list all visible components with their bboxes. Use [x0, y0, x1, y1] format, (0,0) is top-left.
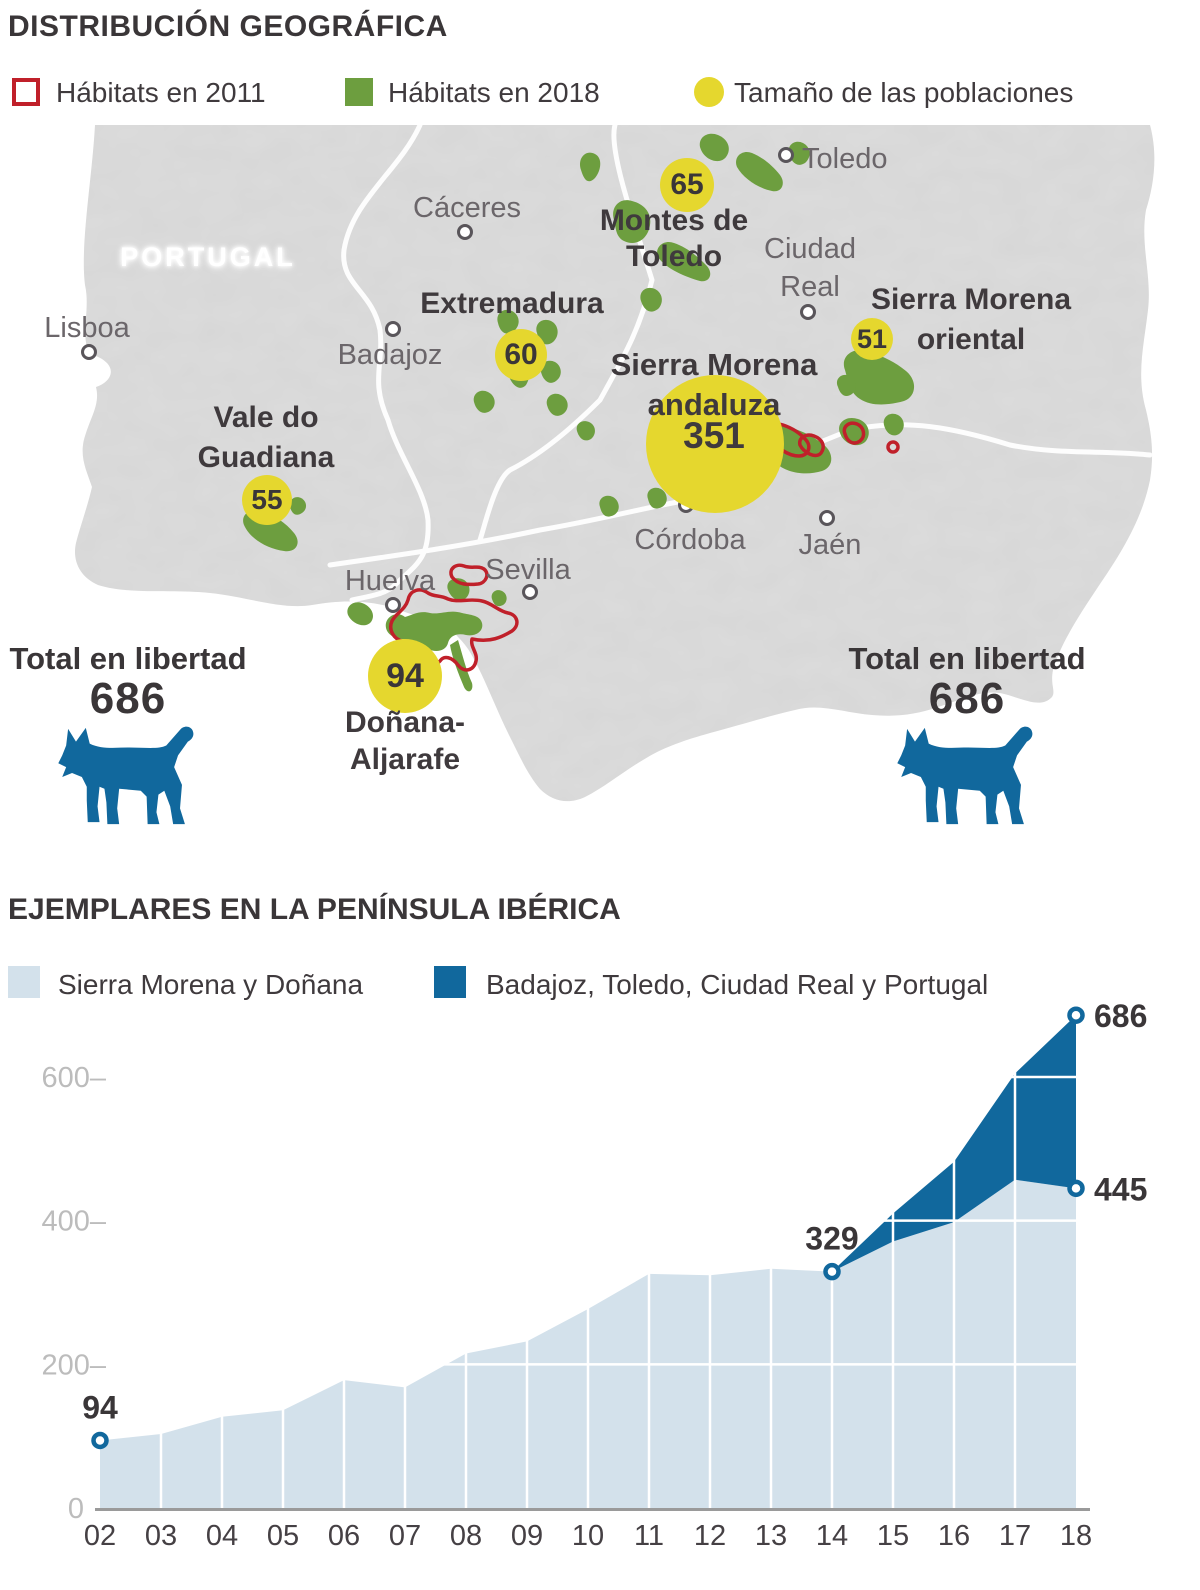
x-tick-label: 12	[694, 1520, 726, 1552]
series-sierra-morena-swatch-icon	[8, 966, 40, 998]
legend-habitats-2018: Hábitats en 2018	[388, 77, 600, 108]
city-dot-badajoz	[385, 321, 401, 337]
chart-title: EJEMPLARES EN LA PENÍNSULA IBÉRICA	[8, 893, 621, 926]
population-circle-sierra-morena-andaluza	[646, 375, 784, 513]
population-value: 55	[251, 484, 283, 515]
population-value: 51	[856, 323, 888, 354]
population-circle-extremadura: 60	[495, 329, 547, 381]
population-label-sierra-morena-andaluza: Sierra Morena andaluza	[610, 347, 818, 422]
city-label-lisboa: Lisboa	[44, 312, 130, 344]
chart-legend-sierra-morena: Sierra Morena y Doñana	[58, 969, 364, 1000]
x-tick-label: 14	[816, 1520, 848, 1552]
x-tick-label: 17	[999, 1520, 1031, 1552]
chart-legend-badajoz: Badajoz, Toledo, Ciudad Real y Portugal	[486, 969, 989, 1000]
x-tick-label: 15	[877, 1520, 909, 1552]
data-point-marker	[823, 1262, 841, 1281]
population-label-donana-aljarafe: Doñana- Aljarafe	[345, 706, 465, 776]
city-dot-jaen	[819, 510, 835, 526]
x-tick-label: 05	[267, 1520, 299, 1552]
data-point-marker	[1067, 1179, 1085, 1198]
population-value-sierra-morena-andaluza: 351	[683, 415, 745, 456]
population-circle-vale-do-guadiana: 55	[242, 475, 292, 525]
y-tick-label: 0	[68, 1493, 84, 1525]
city-dot-lisboa	[81, 344, 97, 360]
population-label-sierra-morena-oriental: Sierra Morena oriental	[870, 283, 1072, 356]
lynx-icon	[58, 726, 194, 825]
population-label-extremadura: Extremadura	[420, 287, 604, 320]
city-label-sevilla: Sevilla	[485, 554, 571, 586]
population-size-swatch-icon	[694, 77, 724, 107]
city-dot-caceres	[457, 224, 473, 240]
population-area-chart: 600– 400– 200– 002 03 04 05 06 07 08 09 10 11 12 13 14 1…	[41, 1000, 1147, 1552]
total-value-right: 686	[928, 674, 1006, 723]
city-label-caceres: Cáceres	[413, 192, 521, 224]
x-tick-label: 06	[328, 1520, 360, 1552]
legend-habitats-2011: Hábitats en 2011	[56, 77, 266, 108]
population-circle-donana-aljarafe: 94	[368, 639, 442, 713]
population-label-montes-de-toledo: Montes de Toledo	[599, 204, 749, 273]
y-tick-label: 600–	[41, 1062, 106, 1094]
city-dot-toledo	[778, 147, 794, 163]
x-tick-label: 13	[755, 1520, 787, 1552]
habitat-2011-swatch-icon	[12, 78, 40, 106]
population-value: 60	[504, 338, 538, 371]
habitat-2018-swatch-icon	[345, 78, 373, 106]
map-title: DISTRIBUCIÓN GEOGRÁFICA	[8, 10, 448, 43]
x-tick-label: 18	[1060, 1520, 1092, 1552]
data-point-label: 329	[805, 1221, 858, 1257]
city-label-cordoba: Córdoba	[634, 524, 746, 556]
data-point-marker	[91, 1431, 109, 1450]
city-label-ciudad-real: Ciudad Real	[764, 233, 856, 303]
lynx-icon	[897, 726, 1033, 825]
population-circle-sierra-morena-oriental: 51	[851, 318, 893, 360]
city-dot-sevilla	[522, 584, 538, 600]
x-tick-label: 08	[450, 1520, 482, 1552]
data-point-label: 94	[82, 1389, 118, 1425]
x-tick-label: 09	[511, 1520, 543, 1552]
x-tick-label: 11	[634, 1520, 664, 1552]
population-circle-montes-de-toledo: 65	[660, 158, 714, 212]
total-label-right: Total en libertad	[848, 641, 1086, 676]
y-tick-label: 400–	[41, 1206, 106, 1238]
x-tick-label: 10	[572, 1520, 604, 1552]
city-label-badajoz: Badajoz	[337, 339, 443, 371]
x-tick-label: 16	[938, 1520, 970, 1552]
x-tick-label: 07	[389, 1520, 421, 1552]
population-value: 65	[670, 168, 704, 201]
population-value: 94	[386, 656, 424, 695]
city-dot-huelva	[385, 597, 401, 613]
total-label-left: Total en libertad	[9, 641, 247, 676]
y-tick-label: 200–	[41, 1349, 106, 1381]
total-value-left: 686	[89, 674, 167, 723]
series-badajoz-swatch-icon	[434, 966, 466, 998]
data-point-marker	[1067, 1006, 1085, 1024]
legend-population-size: Tamaño de las poblaciones	[734, 77, 1074, 108]
x-tick-label: 02	[84, 1520, 116, 1552]
city-label-toledo: Toledo	[802, 143, 888, 175]
data-point-label: 686	[1094, 1000, 1147, 1034]
x-tick-label: 03	[145, 1520, 177, 1552]
x-tick-label: 04	[206, 1520, 238, 1552]
data-point-label: 445	[1094, 1171, 1147, 1207]
country-label-portugal: PORTUGAL	[120, 242, 296, 272]
city-dot-ciudad-real	[800, 304, 816, 320]
city-label-jaen: Jaén	[798, 529, 862, 561]
city-label-huelva: Huelva	[344, 565, 436, 597]
population-label-vale-do-guadiana: Vale do Guadiana	[197, 401, 335, 474]
iberia-map	[74, 125, 1155, 802]
